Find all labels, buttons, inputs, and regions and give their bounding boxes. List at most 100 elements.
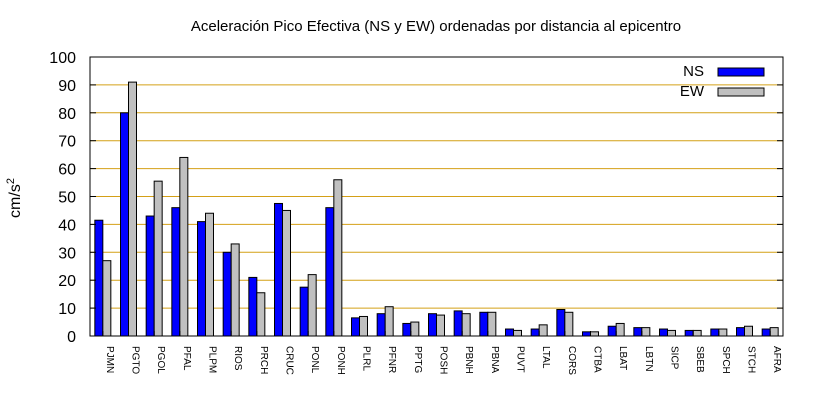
bar-ns-lbtn — [633, 327, 643, 337]
bar-ns-posh — [428, 313, 437, 337]
bar-ns-pfnr — [376, 313, 386, 337]
y-tick-label: 30 — [58, 245, 76, 262]
bar-ew-plrl — [359, 315, 368, 337]
y-tick-label: 70 — [58, 134, 76, 151]
x-tick-label: RIOS — [232, 346, 243, 371]
bar-ew-lbtn — [641, 327, 651, 337]
bar-ew-afra — [769, 327, 779, 337]
x-tick-label: AFRA — [771, 346, 782, 373]
bar-ns-pbna — [479, 311, 489, 337]
y-tick-label: 90 — [58, 78, 76, 95]
y-tick-label: 60 — [58, 162, 76, 179]
bar-ew-pbnh — [461, 313, 471, 337]
bar-ns-pfal — [171, 207, 181, 337]
legend-swatch-ns — [717, 67, 765, 77]
x-tick-label: SPCH — [720, 346, 731, 374]
y-tick-labels: 0 10 20 30 40 50 60 70 80 90 100 — [49, 50, 783, 346]
y-axis-label-exponent: 2 — [5, 178, 17, 184]
bar-ew-rios — [230, 243, 240, 337]
bar-ns-rios — [222, 251, 232, 337]
x-tick-label: STCH — [746, 346, 757, 373]
bar-ew-cruc — [282, 209, 291, 337]
bar-ns-cruc — [274, 202, 283, 337]
bar-ew-ponh — [333, 179, 343, 337]
x-tick-label: PBNH — [463, 346, 474, 374]
bar-ns-pgto — [120, 112, 129, 337]
bar-ns-plpm — [197, 221, 206, 337]
bar-ew-sbeb — [692, 329, 702, 337]
x-tick-label: SICP — [669, 346, 680, 370]
bar-ew-ponl — [307, 274, 317, 337]
x-tick-labels: PJMN PGTO PGOL PFAL PLPM RIOS PRCH CRUC PONL PONH… — [102, 331, 782, 375]
bar-ns-pbnh — [453, 310, 463, 337]
x-tick-label: CRUC — [284, 346, 295, 375]
bar-ew-pgol — [153, 180, 163, 337]
bar-ew-ltal — [538, 324, 548, 337]
bar-ns-plrl — [351, 317, 360, 337]
bar-ew-pfal — [179, 156, 189, 337]
x-tick-label: PONL — [309, 346, 320, 374]
bar-ew-cors — [564, 311, 574, 337]
legend-swatch-ew — [717, 87, 765, 97]
x-tick-label: PLPM — [207, 346, 218, 373]
x-tick-label: POSH — [438, 346, 449, 374]
bar-ns-pptg — [402, 322, 412, 337]
legend-label-ns: NS — [683, 63, 704, 80]
bar-ns-stch — [736, 327, 745, 337]
y-axis-label: cm/s2 — [5, 178, 24, 218]
bar-ns-lbat — [607, 325, 617, 337]
y-tick-label: 40 — [58, 217, 76, 234]
grid-lines — [90, 84, 783, 309]
x-tick-label: LBAT — [617, 346, 628, 370]
x-tick-label: SBEB — [694, 346, 705, 373]
bar-ew-lbat — [615, 322, 625, 337]
x-tick-label: LBTN — [643, 346, 654, 372]
bar-ns-cors — [556, 308, 566, 337]
bar-ew-sicp — [667, 329, 676, 337]
bar-ew-ctba — [590, 331, 599, 337]
x-tick-label: PRCH — [258, 346, 269, 374]
bars-group — [94, 81, 779, 337]
bar-ew-plpm — [205, 212, 214, 337]
y-tick-label: 20 — [58, 273, 76, 290]
bar-ew-posh — [436, 314, 445, 337]
bar-ns-ctba — [582, 331, 591, 337]
bar-ew-pfnr — [384, 306, 394, 337]
x-tick-label: PGTO — [130, 346, 141, 374]
bar-ns-puvt — [505, 328, 514, 337]
bar-ns-afra — [761, 328, 771, 337]
x-tick-label: PUVT — [515, 346, 526, 373]
bar-ns-pgol — [145, 215, 155, 337]
x-tick-label: CTBA — [592, 346, 603, 373]
bar-ns-pjmn — [94, 219, 104, 337]
legend-label-ew: EW — [680, 83, 705, 100]
x-tick-label: PGOL — [155, 346, 166, 374]
bar-ew-pjmn — [102, 260, 112, 337]
x-tick-label: PBNA — [489, 346, 500, 374]
bar-ns-sicp — [659, 328, 668, 337]
bar-ew-pptg — [410, 321, 420, 337]
bar-ew-puvt — [513, 329, 522, 337]
bar-ns-spch — [710, 328, 720, 337]
y-tick-label: 100 — [49, 50, 76, 67]
x-tick-label: PLRL — [361, 346, 372, 371]
x-tick-label: PONH — [335, 346, 346, 375]
y-axis-label-unit: cm/s — [7, 184, 24, 218]
y-tick-label: 50 — [58, 190, 76, 207]
chart-title: Aceleración Pico Efectiva (NS y EW) orde… — [191, 18, 681, 35]
bar-ns-ltal — [530, 328, 540, 337]
x-tick-label: PFNR — [386, 346, 397, 373]
x-tick-label: PJMN — [104, 346, 115, 373]
x-tick-label: PPTG — [412, 346, 423, 373]
bar-ns-prch — [248, 276, 258, 337]
bar-ew-stch — [744, 325, 753, 337]
x-tick-label: LTAL — [540, 346, 551, 369]
bar-ns-sbeb — [684, 329, 694, 337]
bar-ew-pbna — [487, 311, 497, 337]
x-tick-label: PFAL — [181, 346, 192, 371]
y-tick-label: 10 — [58, 301, 76, 318]
legend: NS EW — [680, 63, 765, 100]
bar-ns-ponh — [325, 207, 335, 337]
